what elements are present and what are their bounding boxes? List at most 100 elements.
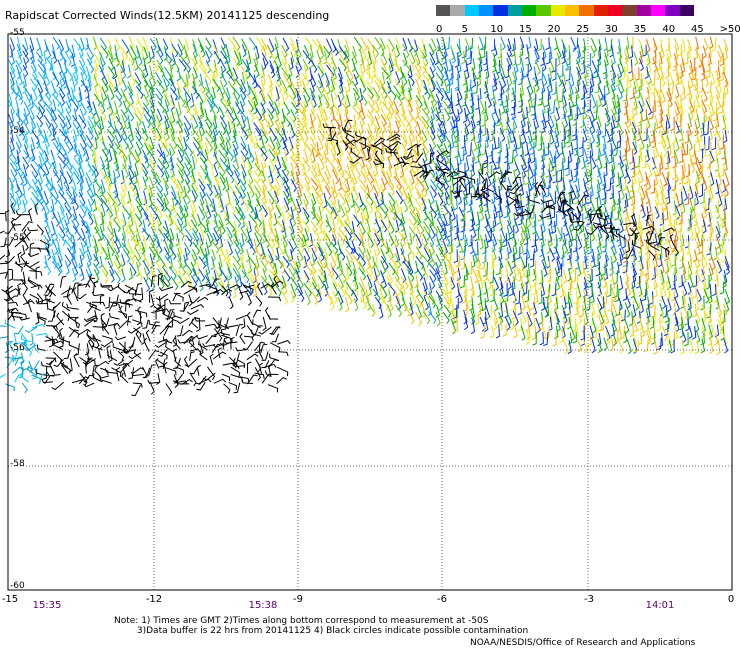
wind-barb xyxy=(9,157,18,172)
wind-barb xyxy=(414,260,419,274)
wind-barb xyxy=(337,177,342,191)
wind-barb xyxy=(596,164,601,178)
wind-barb xyxy=(687,261,693,277)
wind-barb xyxy=(633,51,639,66)
wind-barb xyxy=(219,136,226,151)
wind-barb xyxy=(553,234,558,249)
wind-barb xyxy=(317,284,322,298)
wind-barb xyxy=(21,382,28,394)
wind-barb xyxy=(696,289,702,303)
wind-barb xyxy=(345,134,355,147)
wind-barb xyxy=(581,38,587,53)
wind-barb xyxy=(505,185,513,195)
wind-barb xyxy=(500,73,507,89)
wind-barb xyxy=(624,302,631,318)
wind-barb xyxy=(48,301,61,312)
wind-barb xyxy=(149,253,154,269)
wind-barb xyxy=(659,100,664,116)
wind-barb xyxy=(311,247,318,262)
wind-barb xyxy=(225,249,231,263)
wind-barb xyxy=(510,122,515,135)
wind-barb xyxy=(708,128,713,141)
wind-barb xyxy=(52,99,57,113)
wind-barb xyxy=(338,170,347,184)
wind-barb xyxy=(185,106,194,121)
wind-barb xyxy=(629,149,634,165)
wind-barb xyxy=(395,120,400,134)
wind-barb xyxy=(58,128,67,142)
wind-barb xyxy=(574,212,579,229)
wind-barb xyxy=(22,163,28,179)
wind-barb xyxy=(625,169,632,184)
wind-barb xyxy=(52,326,60,338)
wind-barb xyxy=(708,267,713,283)
wind-barb xyxy=(123,348,136,353)
wind-barb xyxy=(93,263,100,276)
wind-barb xyxy=(128,165,135,180)
wind-barb xyxy=(519,200,524,215)
wind-barb xyxy=(630,164,636,179)
wind-barb xyxy=(127,220,132,235)
wind-barb xyxy=(254,341,266,352)
wind-barb xyxy=(78,328,91,336)
wind-barb xyxy=(239,255,245,270)
wind-barb xyxy=(295,65,300,78)
wind-barb xyxy=(589,226,596,242)
wind-barb xyxy=(415,72,424,87)
wind-barb xyxy=(282,73,291,89)
wind-barb xyxy=(17,86,23,101)
wind-barb xyxy=(289,115,297,129)
wind-barb xyxy=(525,51,530,66)
wind-barb xyxy=(157,272,163,286)
legend-label: 20 xyxy=(547,24,561,35)
wind-barb xyxy=(367,51,373,66)
wind-barb xyxy=(177,120,183,134)
wind-barb xyxy=(43,241,51,257)
wind-barb xyxy=(142,319,149,329)
wind-barb xyxy=(424,169,434,180)
wind-barb xyxy=(476,45,482,60)
wind-barb xyxy=(52,170,61,184)
wind-barb xyxy=(325,130,333,146)
wind-barb xyxy=(176,325,184,337)
wind-barb xyxy=(303,211,310,225)
wind-barb xyxy=(199,106,204,120)
wind-barb xyxy=(515,246,521,260)
wind-barb xyxy=(661,172,668,187)
wind-barb xyxy=(310,109,317,122)
wind-barb xyxy=(316,233,321,247)
wind-barb xyxy=(634,232,640,245)
wind-barb xyxy=(46,372,61,377)
wind-barb xyxy=(267,74,273,88)
wind-barb xyxy=(345,71,352,86)
wind-barb xyxy=(697,128,703,143)
wind-barb xyxy=(430,179,438,192)
wind-barb xyxy=(253,122,262,137)
wind-barb xyxy=(310,79,315,94)
wind-barb xyxy=(113,228,118,244)
wind-barb xyxy=(687,136,693,151)
wind-barb xyxy=(631,156,636,171)
wind-barb xyxy=(360,59,366,74)
wind-barb xyxy=(192,86,200,99)
wind-barb xyxy=(638,317,643,331)
wind-barb xyxy=(387,304,392,318)
wind-barb xyxy=(269,325,280,335)
wind-barb xyxy=(99,294,105,305)
wind-barb xyxy=(59,275,67,288)
wind-barb xyxy=(121,177,128,192)
wind-barb xyxy=(394,260,399,275)
wind-barb xyxy=(604,43,609,58)
wind-barb xyxy=(618,211,624,226)
wind-barb xyxy=(211,205,218,219)
wind-barb xyxy=(148,120,156,134)
wind-barb xyxy=(591,156,597,170)
wind-barb xyxy=(650,332,656,345)
wind-barb xyxy=(408,206,417,221)
wind-barb xyxy=(117,301,131,308)
wind-barb xyxy=(350,147,360,159)
wind-barb xyxy=(162,225,170,238)
wind-barb xyxy=(685,164,691,178)
wind-barb xyxy=(204,163,209,178)
wind-barb xyxy=(558,64,564,78)
